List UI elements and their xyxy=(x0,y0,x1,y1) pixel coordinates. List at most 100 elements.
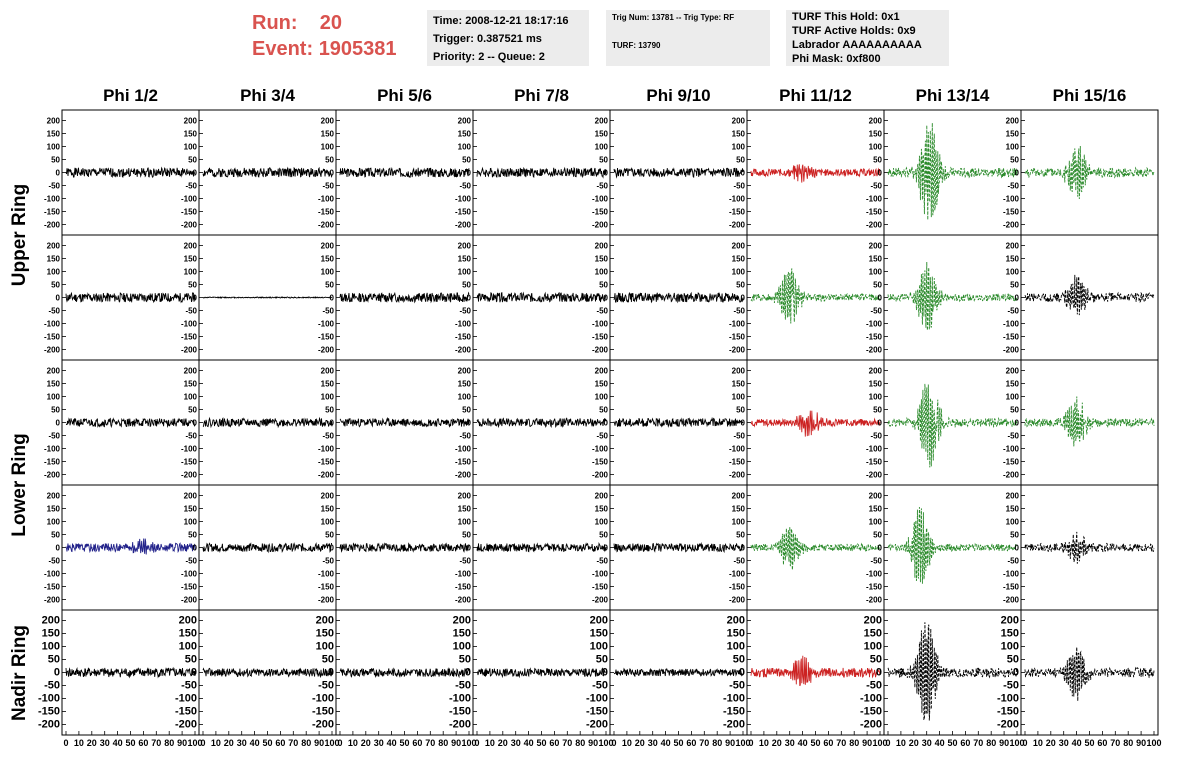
y-tick-label: 100 xyxy=(321,143,335,152)
y-tick-label: 150 xyxy=(864,628,882,640)
y-tick-label: 100 xyxy=(595,518,609,527)
y-tick-label: -150 xyxy=(455,458,472,467)
waveform-panel: -200 -150 -100 -50 0 50 100 150 200 xyxy=(866,359,1022,486)
y-tick-label: -50 xyxy=(870,557,882,566)
panel-frame xyxy=(335,109,474,236)
priority-text: Priority: 2 -- Queue: 2 xyxy=(433,51,545,63)
x-tick-label: 60 xyxy=(275,738,285,748)
x-tick-label: 50 xyxy=(536,738,546,748)
y-tick-label: 0 xyxy=(330,169,335,178)
x-tick-label: 10 xyxy=(485,738,495,748)
y-tick-label: 0 xyxy=(191,667,197,679)
y-tick-label: 200 xyxy=(869,492,883,501)
x-tick-label: 70 xyxy=(836,738,846,748)
y-tick-label: 0 xyxy=(1015,294,1020,303)
y-tick-label: -200 xyxy=(997,719,1019,731)
column-header: Phi 11/12 xyxy=(779,86,852,105)
y-tick-label: 0 xyxy=(330,294,335,303)
waveform-panel: -200 -150 -100 -50 0 50 100 150 200 xyxy=(318,359,474,486)
y-tick-label: 0 xyxy=(56,169,61,178)
waveform-trace xyxy=(887,622,1018,721)
y-tick-label: 200 xyxy=(184,242,198,251)
waveform-panel: -200 -150 -100 -50 0 50 100 150 200 xyxy=(729,359,885,486)
y-tick-label: 0 xyxy=(56,544,61,553)
y-tick-label: -50 xyxy=(733,182,745,191)
y-tick-label: 200 xyxy=(1001,615,1019,627)
waveform-trace xyxy=(339,416,470,428)
y-tick-label: -100 xyxy=(175,693,197,705)
y-tick-label: -50 xyxy=(866,680,882,692)
y-tick-label: 200 xyxy=(864,615,882,627)
x-tick-label: 30 xyxy=(648,738,658,748)
y-tick-label: -50 xyxy=(459,307,471,316)
waveform-panel: -200 -150 -100 -50 0 50 100 150 200 xyxy=(318,109,474,236)
x-tick-label: 20 xyxy=(224,738,234,748)
y-tick-label: 50 xyxy=(462,531,471,540)
y-tick-label: -100 xyxy=(592,570,609,579)
waveform-trace xyxy=(202,296,333,299)
y-tick-label: 200 xyxy=(869,117,883,126)
y-tick-label: -150 xyxy=(449,706,471,718)
y-tick-label: 200 xyxy=(1006,242,1020,251)
y-tick-label: 50 xyxy=(736,156,745,165)
y-tick-label: -50 xyxy=(48,557,60,566)
turf-active-holds-text: TURF Active Holds: 0x9 xyxy=(792,25,916,37)
x-tick-label: 60 xyxy=(412,738,422,748)
trig-num-text: Trig Num: 13781 -- Trig Type: RF xyxy=(612,13,735,22)
y-tick-label: 150 xyxy=(453,628,471,640)
y-tick-label: -150 xyxy=(866,583,883,592)
y-tick-label: -200 xyxy=(1003,346,1020,355)
y-tick-label: -200 xyxy=(723,719,745,731)
waveform-panel: -200 -150 -100 -50 0 50 100 150 200 xyxy=(181,359,337,486)
y-tick-label: 100 xyxy=(732,143,746,152)
y-tick-label: -200 xyxy=(318,471,335,480)
x-tick-label: 30 xyxy=(374,738,384,748)
y-tick-label: 200 xyxy=(732,242,746,251)
x-tick-label: 0 xyxy=(1022,738,1027,748)
y-tick-label: -50 xyxy=(733,557,745,566)
y-tick-label: 50 xyxy=(51,156,60,165)
y-tick-label: 100 xyxy=(47,268,61,277)
x-tick-label: 40 xyxy=(387,738,397,748)
y-tick-label: -150 xyxy=(592,583,609,592)
y-tick-label: 50 xyxy=(325,281,334,290)
waveform-trace xyxy=(1024,274,1155,316)
y-tick-label: -150 xyxy=(38,706,60,718)
run-label: Run: xyxy=(252,12,298,34)
x-tick-label: 50 xyxy=(810,738,820,748)
y-tick-label: 50 xyxy=(462,281,471,290)
waveform-trace xyxy=(339,167,470,179)
x-tick-label: 70 xyxy=(288,738,298,748)
y-tick-label: -50 xyxy=(185,432,197,441)
waveform-trace xyxy=(202,166,333,179)
column-header: Phi 9/10 xyxy=(646,86,711,105)
x-tick-label: 30 xyxy=(511,738,521,748)
x-tick-label: 100 xyxy=(872,738,887,748)
waveform-trace xyxy=(476,417,607,429)
y-tick-label: 200 xyxy=(184,492,198,501)
y-tick-label: 100 xyxy=(869,143,883,152)
y-tick-label: -200 xyxy=(312,719,334,731)
waveform-panel: -200 -150 -100 -50 0 50 100 150 200 xyxy=(592,359,748,486)
y-tick-label: 0 xyxy=(193,294,198,303)
y-tick-label: 100 xyxy=(869,518,883,527)
x-tick-label: 0 xyxy=(63,738,68,748)
x-tick-label: 80 xyxy=(301,738,311,748)
y-tick-label: -200 xyxy=(181,471,198,480)
waveform-panel: -200 -150 -100 -50 0 50 100 150 200 xyxy=(866,484,1022,611)
y-tick-label: 50 xyxy=(51,281,60,290)
phi-mask-text: Phi Mask: 0xf800 xyxy=(792,53,881,65)
y-tick-label: 150 xyxy=(458,505,472,514)
y-tick-label: -50 xyxy=(185,307,197,316)
y-tick-label: -100 xyxy=(318,195,335,204)
y-tick-label: -50 xyxy=(185,557,197,566)
waveform-panel: -200 -150 -100 -50 0 50 100 150 200 xyxy=(318,484,474,611)
y-tick-label: 150 xyxy=(47,255,61,264)
x-tick-label: 80 xyxy=(438,738,448,748)
y-tick-label: 200 xyxy=(458,242,472,251)
y-tick-label: 0 xyxy=(604,419,609,428)
trigger-text: Trigger: 0.387521 ms xyxy=(433,33,542,45)
x-tick-label: 90 xyxy=(725,738,735,748)
waveform-panel: -200 -150 -100 -50 0 50 100 150 200 xyxy=(181,484,337,611)
